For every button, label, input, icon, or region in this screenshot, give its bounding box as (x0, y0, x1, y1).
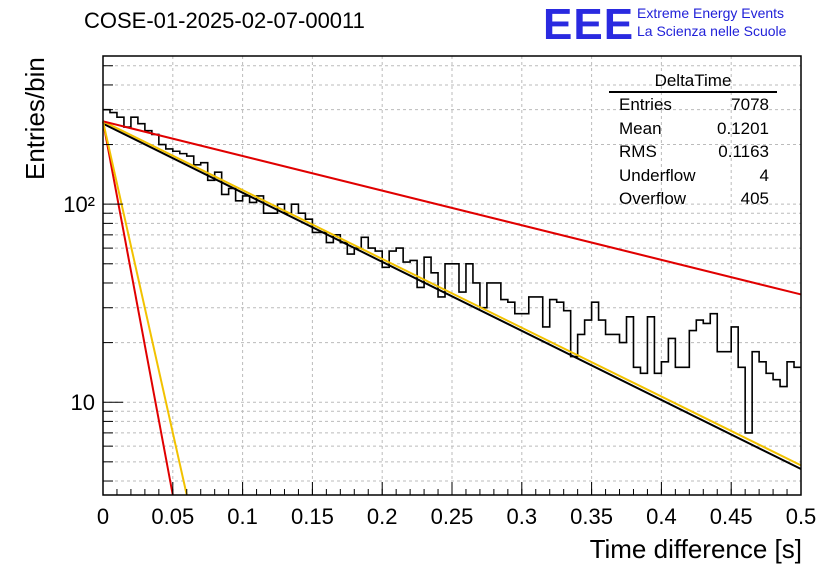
eee-logo: EEE (543, 0, 635, 49)
fit-curve (102, 122, 802, 470)
y-tick-label: 10² (63, 192, 95, 217)
logo-line-2: La Scienza nelle Scuole (637, 23, 787, 39)
x-axis-label: Time difference [s] (589, 534, 802, 564)
stats-row: Underflow 4 (609, 164, 777, 188)
chart-title: COSE-01-2025-02-07-00011 (84, 8, 365, 33)
stats-value: 0.1163 (718, 142, 769, 161)
y-tick-labels: 10 10² (63, 192, 95, 415)
x-tick-label: 0.05 (151, 504, 194, 529)
x-tick-label: 0.5 (786, 504, 817, 529)
x-tick-labels: 0 0.05 0.1 0.15 0.2 0.25 0.3 0.35 0.4 0.45 0.5 (97, 504, 816, 529)
stats-value: 0.1201 (717, 118, 769, 138)
y-axis-label: Entries/bin (20, 57, 50, 180)
stats-label: Entries (619, 95, 672, 114)
stats-row: Mean 0.1201 (609, 117, 777, 141)
histogram-series (103, 108, 801, 434)
x-tick-label: 0.35 (570, 504, 613, 529)
x-tick-label: 0.15 (291, 504, 334, 529)
stats-title: DeltaTime (609, 71, 777, 93)
x-tick-label: 0.25 (431, 504, 474, 529)
stats-label: Mean (619, 118, 662, 138)
stats-label: Overflow (619, 189, 687, 208)
x-tick-label: 0 (97, 504, 109, 529)
stats-value: 7078 (731, 95, 769, 114)
x-tick-label: 0.2 (367, 504, 398, 529)
stats-label: Underflow (619, 165, 696, 185)
fit-curve (102, 120, 802, 296)
stats-box: DeltaTime Entries 7078 Mean 0.1201 RMS 0.11… (609, 71, 777, 211)
histogram-outline (103, 108, 801, 434)
y-tick-label: 10 (71, 390, 95, 415)
fit-curves (102, 120, 802, 496)
x-tick-label: 0.1 (227, 504, 258, 529)
x-tick-label: 0.4 (646, 504, 677, 529)
stats-label: RMS (619, 142, 657, 161)
stats-value: 405 (740, 189, 769, 208)
logo-line-1: Extreme Energy Events (637, 5, 785, 21)
stats-row: RMS 0.1163 (609, 140, 777, 164)
stats-row: Entries 7078 (609, 93, 777, 117)
stats-value: 4 (759, 165, 769, 185)
axis-ticks (102, 65, 802, 495)
fit-curve (102, 121, 188, 496)
stats-row: Overflow 405 (609, 187, 777, 211)
logo-caption: Extreme Energy Events La Scienza nelle S… (637, 4, 786, 40)
x-tick-label: 0.3 (507, 504, 538, 529)
x-tick-label: 0.45 (710, 504, 753, 529)
fit-curve (102, 121, 174, 496)
fit-curve (102, 120, 802, 467)
